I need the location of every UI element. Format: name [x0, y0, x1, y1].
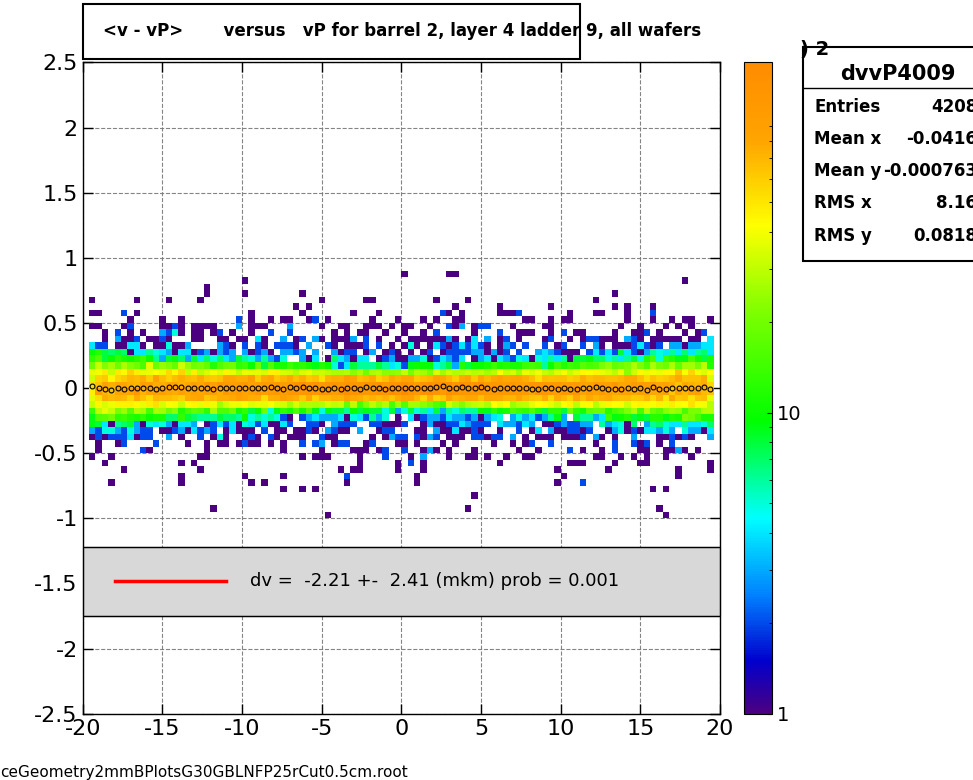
Text: Mean y: Mean y [814, 162, 882, 180]
Bar [83, 547, 720, 616]
Text: -0.04162: -0.04162 [906, 130, 973, 148]
Text: <v - vP>       versus   vP for barrel 2, layer 4 ladder 9, all wafers: <v - vP> versus vP for barrel 2, layer 4… [102, 22, 701, 41]
Text: RMS x: RMS x [814, 194, 872, 212]
Text: -0.0007638: -0.0007638 [883, 162, 973, 180]
Text: dv =  -2.21 +-  2.41 (mkm) prob = 0.001: dv = -2.21 +- 2.41 (mkm) prob = 0.001 [250, 573, 619, 590]
Text: Entries: Entries [814, 98, 881, 116]
Text: 0.08181: 0.08181 [914, 226, 973, 245]
Text: ceGeometry2mmBPlotsG30GBLNFP25rCut0.5cm.root: ceGeometry2mmBPlotsG30GBLNFP25rCut0.5cm.… [0, 765, 408, 780]
Text: 8.168: 8.168 [936, 194, 973, 212]
Text: RMS y: RMS y [814, 226, 872, 245]
Text: ) 2: ) 2 [800, 40, 829, 58]
Text: Mean x: Mean x [814, 130, 882, 148]
Text: dvvP4009: dvvP4009 [840, 64, 955, 84]
Text: 42085: 42085 [931, 98, 973, 116]
